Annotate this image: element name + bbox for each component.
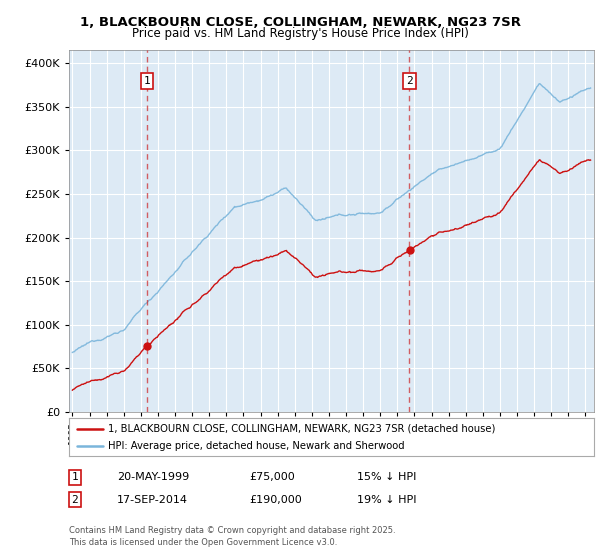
Text: 1: 1 [144, 76, 151, 86]
Text: £190,000: £190,000 [249, 494, 302, 505]
Text: Price paid vs. HM Land Registry's House Price Index (HPI): Price paid vs. HM Land Registry's House … [131, 27, 469, 40]
Text: 19% ↓ HPI: 19% ↓ HPI [357, 494, 416, 505]
Text: 1: 1 [71, 472, 79, 482]
Text: 1, BLACKBOURN CLOSE, COLLINGHAM, NEWARK, NG23 7SR (detached house): 1, BLACKBOURN CLOSE, COLLINGHAM, NEWARK,… [109, 423, 496, 433]
Text: 17-SEP-2014: 17-SEP-2014 [117, 494, 188, 505]
Text: 15% ↓ HPI: 15% ↓ HPI [357, 472, 416, 482]
Text: £75,000: £75,000 [249, 472, 295, 482]
Text: HPI: Average price, detached house, Newark and Sherwood: HPI: Average price, detached house, Newa… [109, 441, 405, 451]
Text: 1, BLACKBOURN CLOSE, COLLINGHAM, NEWARK, NG23 7SR: 1, BLACKBOURN CLOSE, COLLINGHAM, NEWARK,… [79, 16, 521, 29]
Text: 2: 2 [406, 76, 413, 86]
Text: Contains HM Land Registry data © Crown copyright and database right 2025.
This d: Contains HM Land Registry data © Crown c… [69, 526, 395, 547]
Text: 20-MAY-1999: 20-MAY-1999 [117, 472, 189, 482]
Text: 2: 2 [71, 494, 79, 505]
